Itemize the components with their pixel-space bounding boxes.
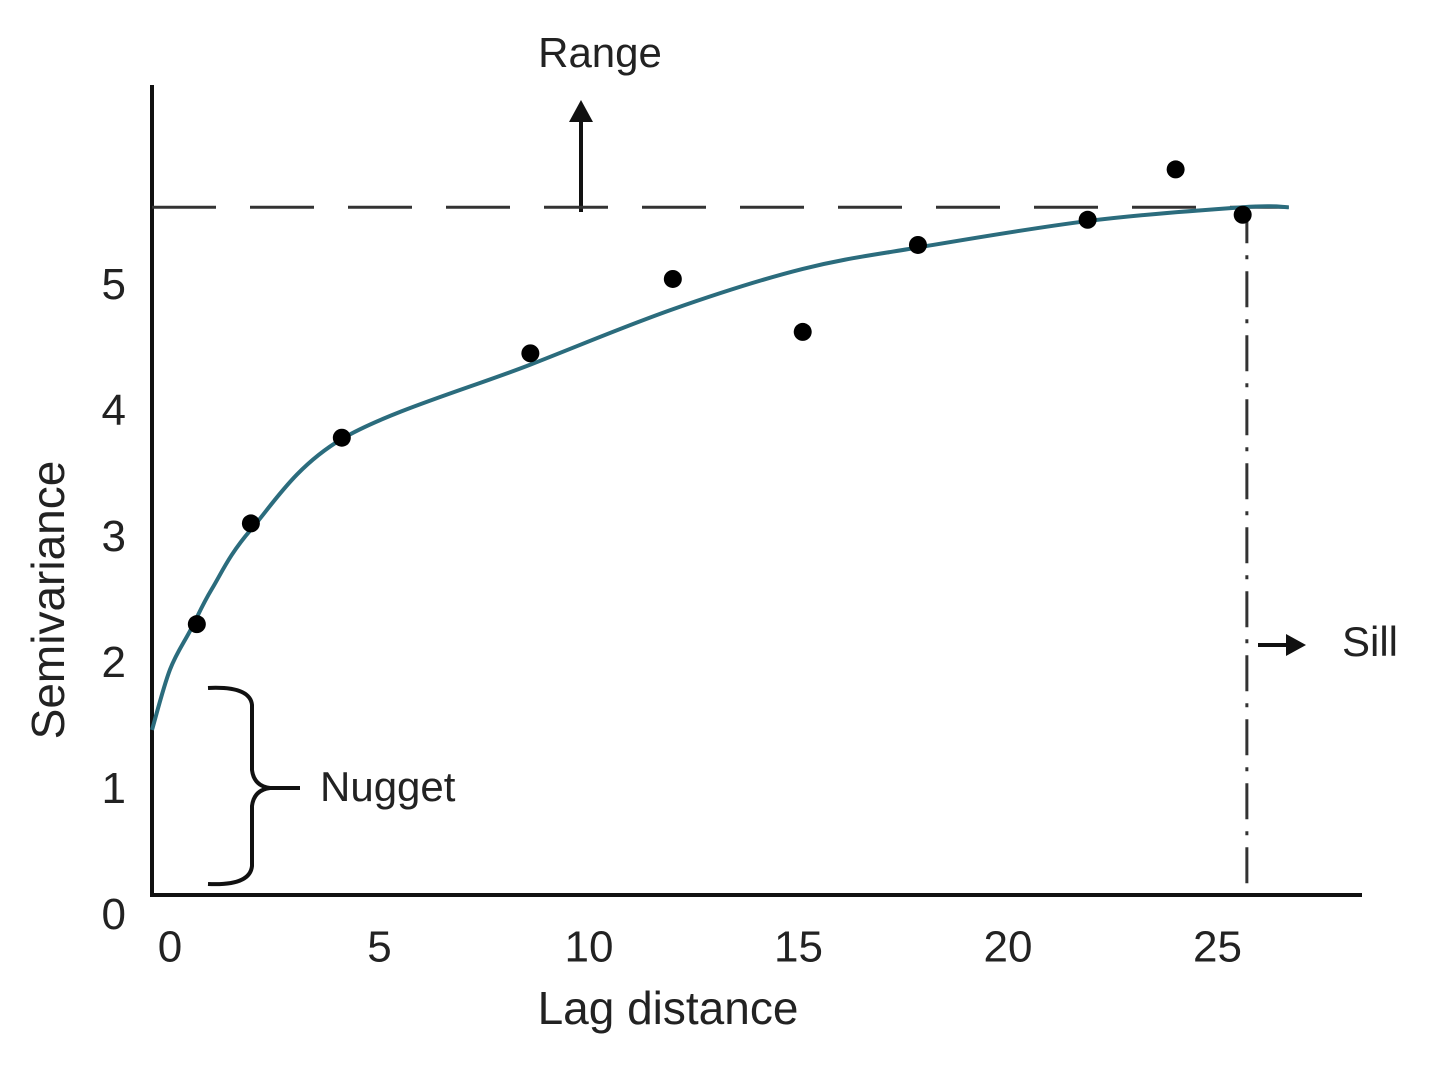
x-tick-label: 15: [774, 923, 823, 972]
x-tick-label: 10: [565, 923, 614, 972]
range-annotation: Range: [538, 29, 662, 76]
y-tick-label: 2: [102, 638, 126, 687]
y-tick-label: 1: [102, 764, 126, 813]
y-tick-label: 5: [102, 260, 126, 309]
data-point: [187, 615, 206, 634]
nugget-annotation: Nugget: [320, 763, 456, 810]
data-point: [521, 344, 540, 363]
data-point: [241, 514, 260, 533]
y-tick-label: 4: [102, 386, 126, 435]
sill-arrowhead: [1286, 634, 1306, 656]
y-tick-label: 0: [102, 890, 126, 939]
x-tick-label: 25: [1193, 923, 1242, 972]
data-point: [332, 428, 351, 447]
x-tick-label: 20: [984, 923, 1033, 972]
x-tick-label: 5: [367, 923, 391, 972]
data-point: [663, 269, 682, 288]
y-axis-label: Semivariance: [22, 461, 74, 740]
sill-annotation: Sill: [1342, 618, 1398, 665]
x-tick-label: 0: [158, 923, 182, 972]
x-axis-label: Lag distance: [538, 982, 799, 1034]
range-arrowhead: [569, 100, 593, 122]
data-point: [908, 235, 927, 254]
data-point: [1166, 160, 1185, 179]
nugget-brace: [207, 685, 300, 887]
data-point: [1078, 210, 1097, 229]
fitted-curve: [150, 204, 1289, 731]
data-point: [793, 322, 812, 341]
data-point: [1233, 205, 1252, 224]
y-tick-label: 3: [102, 512, 126, 561]
